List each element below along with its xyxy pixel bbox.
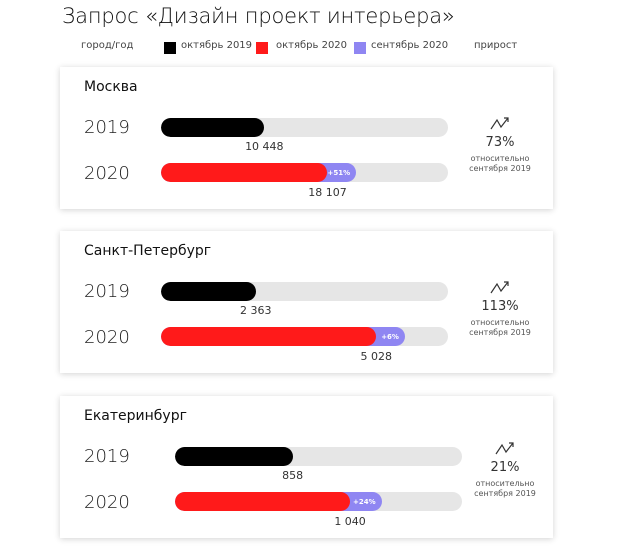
bar-oct2019 xyxy=(161,282,256,301)
legend-sep2020: сентябрь 2020 xyxy=(371,40,449,51)
trend-up-icon xyxy=(495,442,514,455)
legend-growth: прирост xyxy=(474,40,518,51)
legend: город/год октябрь 2019 октябрь 2020 сент… xyxy=(0,40,620,56)
growth-value: 21% xyxy=(490,460,520,475)
value-oct2019: 858 xyxy=(282,469,304,482)
growth-block: 21% относительно сентября 2019 xyxy=(470,440,540,499)
bar-oct2019 xyxy=(161,118,265,137)
trend-up-icon xyxy=(490,281,509,294)
year-label-2020: 2020 xyxy=(84,327,130,348)
legend-city-year: город/год xyxy=(81,40,134,51)
bar-oct2019 xyxy=(175,447,293,466)
growth-value: 113% xyxy=(481,299,519,314)
growth-value: 73% xyxy=(485,135,515,150)
year-label-2019: 2019 xyxy=(84,281,130,302)
value-oct2020: 18 107 xyxy=(308,186,347,199)
bar-track-2019 xyxy=(175,447,462,466)
year-label-2020: 2020 xyxy=(84,163,130,184)
legend-swatch-oct2020 xyxy=(256,42,268,54)
legend-swatch-oct2019 xyxy=(164,42,176,54)
legend-oct2019: октябрь 2019 xyxy=(181,40,253,51)
bar-oct2020 xyxy=(175,492,351,511)
legend-swatch-sep2020 xyxy=(354,42,366,54)
growth-block: 113% относительно сентября 2019 xyxy=(465,279,535,338)
year-label-2019: 2019 xyxy=(84,117,130,138)
growth-note: относительно сентября 2019 xyxy=(469,154,531,173)
city-name: Екатеринбург xyxy=(84,408,187,424)
bar-track-2020: +51% xyxy=(161,163,448,182)
value-oct2019: 10 448 xyxy=(245,140,284,153)
year-label-2019: 2019 xyxy=(84,446,130,467)
city-card: Санкт-Петербург 2019 2 363 2020 +6% 5 02… xyxy=(60,231,553,373)
bar-track-2019 xyxy=(161,282,448,301)
growth-block: 73% относительно сентября 2019 xyxy=(465,115,535,174)
city-name: Москва xyxy=(84,79,138,95)
chart-title: Запрос «Дизайн проект интерьера» xyxy=(62,4,455,28)
bar-oct2020 xyxy=(161,327,377,346)
growth-note: относительно сентября 2019 xyxy=(474,479,536,498)
bar-track-2020: +24% xyxy=(175,492,462,511)
city-card: Москва 2019 10 448 2020 +51% 18 107 73% … xyxy=(60,67,553,209)
value-oct2019: 2 363 xyxy=(239,304,272,317)
legend-oct2020: октябрь 2020 xyxy=(276,40,348,51)
city-card: Екатеринбург 2019 858 2020 +24% 1 040 21… xyxy=(60,396,553,538)
growth-note: относительно сентября 2019 xyxy=(469,318,531,337)
city-name: Санкт-Петербург xyxy=(84,243,212,259)
trend-up-icon xyxy=(490,117,509,130)
value-oct2020: 5 028 xyxy=(360,350,393,363)
bar-oct2020 xyxy=(161,163,328,182)
year-label-2020: 2020 xyxy=(84,492,130,513)
bar-track-2019 xyxy=(161,118,448,137)
value-oct2020: 1 040 xyxy=(334,515,366,528)
bar-track-2020: +6% xyxy=(161,327,448,346)
